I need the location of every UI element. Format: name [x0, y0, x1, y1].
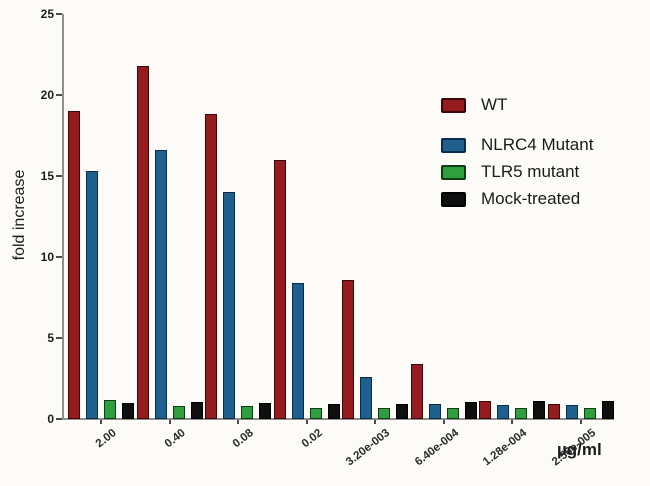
bar-nlrc4-mutant-0-08: [223, 192, 235, 419]
legend-swatch-wt: [441, 97, 466, 113]
x-category-label: 2.00: [93, 427, 119, 451]
bar-mock-treated-0-02: [328, 404, 340, 419]
legend-label: Mock-treated: [481, 189, 581, 208]
legend-label: NLRC4 Mutant: [481, 135, 594, 154]
y-tick-label: 10: [40, 250, 54, 264]
bar-nlrc4-mutant-1-28e-004: [497, 405, 509, 419]
x-tick-mark: [374, 420, 376, 424]
legend-label: WT: [481, 95, 508, 114]
legend-item-tlr5-mutant: TLR5 mutant: [441, 162, 593, 182]
bar-mock-treated-6-40e-004: [465, 402, 477, 419]
y-axis-line: [62, 14, 64, 420]
bar-mock-treated-0-40: [191, 402, 203, 419]
legend-swatch-mock-treated: [441, 191, 466, 207]
legend-label: TLR5 mutant: [481, 162, 580, 181]
bar-wt-3-20e-003: [342, 280, 354, 419]
x-tick-mark: [169, 420, 171, 424]
x-tick-mark: [511, 420, 513, 424]
legend-swatch-nlrc4-mutant: [441, 137, 466, 153]
bar-wt-0-02: [274, 160, 286, 419]
bar-wt-1-28e-004: [479, 401, 491, 419]
bar-tlr5-mutant-6-40e-004: [447, 408, 459, 419]
x-category-label: 0.02: [299, 427, 325, 451]
y-tick-mark: [56, 337, 62, 339]
x-tick-mark: [100, 420, 102, 424]
bar-mock-treated-0-08: [259, 403, 271, 419]
y-tick-label: 5: [47, 331, 54, 345]
bar-tlr5-mutant-0-02: [310, 408, 322, 419]
x-category-label: 6.40e-004: [413, 427, 462, 469]
bar-mock-treated-2-56e-005: [602, 401, 614, 419]
x-category-label: 0.40: [162, 427, 188, 451]
bar-tlr5-mutant-0-08: [241, 406, 253, 419]
x-axis-title: µg/ml: [557, 440, 602, 459]
y-tick-mark: [56, 418, 62, 420]
bar-wt-2-00: [68, 111, 80, 419]
bar-wt-0-08: [205, 114, 217, 419]
y-tick-mark: [56, 13, 62, 15]
bar-nlrc4-mutant-6-40e-004: [429, 404, 441, 419]
y-tick-mark: [56, 256, 62, 258]
x-tick-mark: [443, 420, 445, 424]
legend-item-nlrc4-mutant: NLRC4 Mutant: [441, 135, 593, 155]
y-tick-label: 20: [40, 88, 54, 102]
legend-swatch-tlr5-mutant: [441, 164, 466, 180]
y-tick-mark: [56, 175, 62, 177]
bar-wt-2-56e-005: [548, 404, 560, 419]
bar-mock-treated-2-00: [122, 403, 134, 419]
bar-nlrc4-mutant-3-20e-003: [360, 377, 372, 419]
bar-mock-treated-3-20e-003: [396, 404, 408, 419]
x-category-label: 1.28e-004: [481, 427, 530, 469]
bar-nlrc4-mutant-2-00: [86, 171, 98, 419]
y-tick-mark: [56, 94, 62, 96]
y-axis-title: fold increase: [11, 169, 28, 261]
x-tick-mark: [306, 420, 308, 424]
x-tick-mark: [237, 420, 239, 424]
x-tick-mark: [580, 420, 582, 424]
legend: WT NLRC4 Mutant TLR5 mutant Mock-treated: [441, 95, 593, 216]
y-tick-label: 15: [40, 169, 54, 183]
bar-nlrc4-mutant-0-02: [292, 283, 304, 419]
legend-item-mock-treated: Mock-treated: [441, 189, 593, 209]
x-category-label: 0.08: [230, 427, 256, 451]
bar-wt-6-40e-004: [411, 364, 423, 419]
bar-tlr5-mutant-3-20e-003: [378, 408, 390, 419]
bar-nlrc4-mutant-0-40: [155, 150, 167, 419]
x-axis-line: [62, 418, 614, 420]
bar-tlr5-mutant-2-00: [104, 400, 116, 419]
bar-tlr5-mutant-1-28e-004: [515, 408, 527, 419]
y-tick-label: 0: [47, 412, 54, 426]
bar-tlr5-mutant-2-56e-005: [584, 408, 596, 419]
bar-wt-0-40: [137, 66, 149, 419]
x-category-label: 3.20e-003: [344, 427, 393, 469]
bar-tlr5-mutant-0-40: [173, 406, 185, 419]
y-tick-label: 25: [40, 7, 54, 21]
legend-item-wt: WT: [441, 95, 593, 115]
bar-nlrc4-mutant-2-56e-005: [566, 405, 578, 419]
bar-mock-treated-1-28e-004: [533, 401, 545, 419]
